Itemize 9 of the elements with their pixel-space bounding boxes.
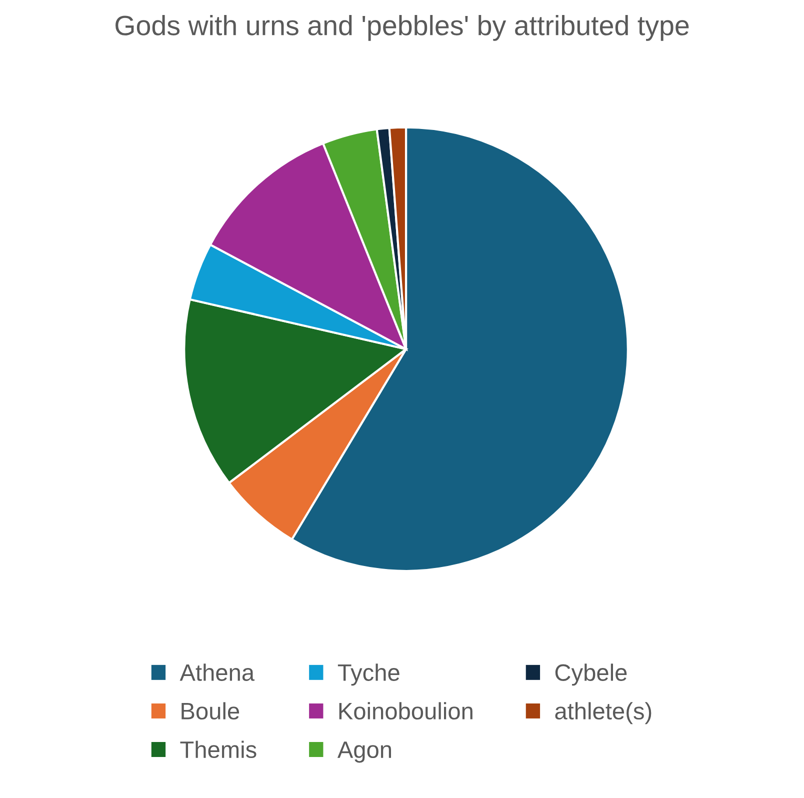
legend-label: Koinoboulion bbox=[339, 702, 472, 720]
chart-title: Gods with urns and 'pebbles' by attributed type bbox=[116, 14, 689, 41]
legend-label: Cybele bbox=[555, 664, 627, 686]
legend-label: athlete(s) bbox=[555, 702, 652, 724]
legend-label: Agon bbox=[337, 742, 392, 763]
legend-label: Boule bbox=[182, 702, 240, 720]
legend-label: Athena bbox=[180, 664, 255, 681]
legend-label: Themis bbox=[180, 740, 256, 758]
legend-label: Tyche bbox=[338, 664, 400, 686]
